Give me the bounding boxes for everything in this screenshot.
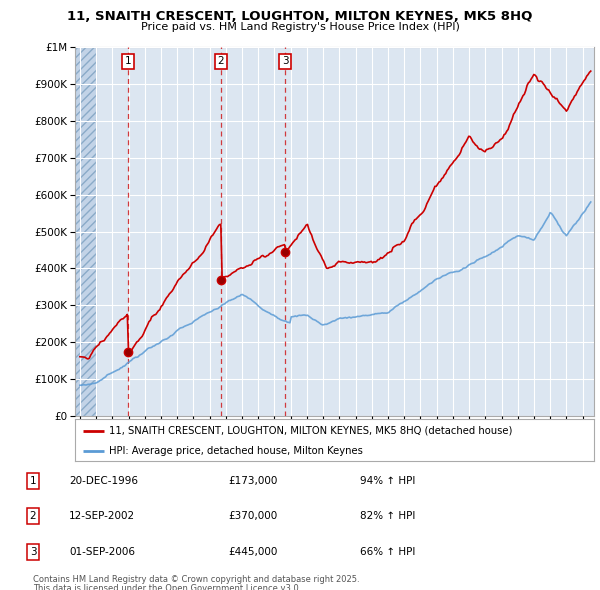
Text: £173,000: £173,000 bbox=[228, 476, 277, 486]
Text: 20-DEC-1996: 20-DEC-1996 bbox=[69, 476, 138, 486]
Text: 3: 3 bbox=[282, 57, 289, 67]
Text: £370,000: £370,000 bbox=[228, 512, 277, 521]
Text: 3: 3 bbox=[29, 547, 37, 556]
Text: 11, SNAITH CRESCENT, LOUGHTON, MILTON KEYNES, MK5 8HQ (detached house): 11, SNAITH CRESCENT, LOUGHTON, MILTON KE… bbox=[109, 426, 512, 436]
Text: 66% ↑ HPI: 66% ↑ HPI bbox=[360, 547, 415, 556]
Text: 2: 2 bbox=[218, 57, 224, 67]
Text: £445,000: £445,000 bbox=[228, 547, 277, 556]
Text: 01-SEP-2006: 01-SEP-2006 bbox=[69, 547, 135, 556]
Text: HPI: Average price, detached house, Milton Keynes: HPI: Average price, detached house, Milt… bbox=[109, 446, 362, 455]
Bar bbox=[75, 47, 96, 416]
Text: 94% ↑ HPI: 94% ↑ HPI bbox=[360, 476, 415, 486]
Text: 11, SNAITH CRESCENT, LOUGHTON, MILTON KEYNES, MK5 8HQ: 11, SNAITH CRESCENT, LOUGHTON, MILTON KE… bbox=[67, 10, 533, 23]
Text: 82% ↑ HPI: 82% ↑ HPI bbox=[360, 512, 415, 521]
Bar bbox=[75, 47, 96, 416]
Text: 12-SEP-2002: 12-SEP-2002 bbox=[69, 512, 135, 521]
Text: 1: 1 bbox=[125, 57, 131, 67]
Text: Contains HM Land Registry data © Crown copyright and database right 2025.: Contains HM Land Registry data © Crown c… bbox=[33, 575, 359, 584]
Text: 1: 1 bbox=[29, 476, 37, 486]
Text: Price paid vs. HM Land Registry's House Price Index (HPI): Price paid vs. HM Land Registry's House … bbox=[140, 22, 460, 32]
Text: 2: 2 bbox=[29, 512, 37, 521]
Text: This data is licensed under the Open Government Licence v3.0.: This data is licensed under the Open Gov… bbox=[33, 584, 301, 590]
